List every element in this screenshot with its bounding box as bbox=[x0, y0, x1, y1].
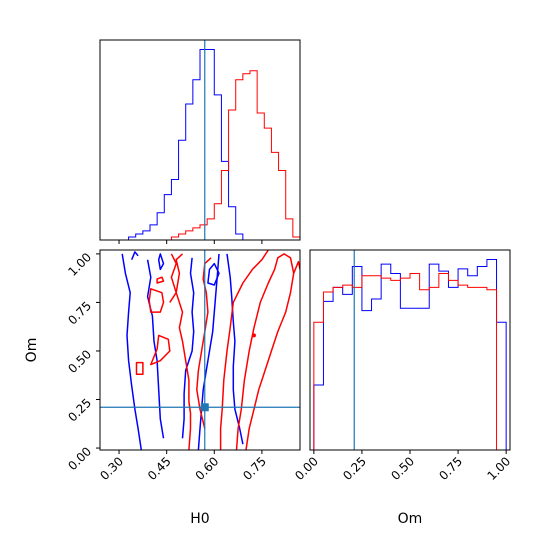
contour-H0-Om-ytick-label: 1.00 bbox=[65, 250, 94, 279]
hist-H0-series-0-steps bbox=[100, 49, 300, 240]
contour-H0-Om-series-1-contour-8 bbox=[156, 276, 165, 284]
contour-H0-Om-series-1-contour-2 bbox=[219, 250, 269, 450]
contour-H0-Om-ytick-label: 0.50 bbox=[65, 347, 94, 376]
contour-H0-Om-series-1-contour-6 bbox=[150, 334, 171, 366]
contour-H0-Om-ylabel: Om bbox=[24, 338, 40, 363]
hist-H0-series-1-steps bbox=[100, 70, 300, 240]
contour-H0-Om-xtick-label: 0.60 bbox=[193, 454, 222, 483]
contour-H0-Om-series-1-point-0 bbox=[251, 333, 256, 338]
contour-H0-Om-series-1-contour-1 bbox=[245, 260, 300, 450]
hist-Om-xtick-label: 0.00 bbox=[292, 454, 321, 483]
contour-H0-Om-frame bbox=[99, 249, 301, 451]
contour-H0-Om-series-0-contour-0 bbox=[121, 253, 143, 450]
contour-H0-Om-xtick-label: 0.45 bbox=[145, 454, 174, 483]
contour-H0-Om-xtick-label: 0.30 bbox=[97, 454, 126, 483]
panel-hist-H0 bbox=[99, 39, 301, 244]
hist-H0-frame bbox=[99, 39, 301, 241]
contour-H0-Om-xtick-label: 0.75 bbox=[240, 454, 269, 483]
hist-Om-xtick-label: 0.25 bbox=[340, 454, 369, 483]
contour-H0-Om-series-0-contour-5 bbox=[157, 253, 165, 271]
contour-H0-Om-series-0-contour-3 bbox=[181, 257, 195, 439]
contour-H0-Om-series-0-contour-6 bbox=[207, 262, 220, 286]
hist-Om-frame bbox=[309, 249, 511, 451]
contour-H0-Om-series-1-contour-9 bbox=[169, 253, 177, 303]
panel-contour-H0-Om: 0.30 0.45 0.60 0.75 0.00 0.25 0.50 0.75 1.00 H0 Om bbox=[24, 249, 301, 527]
contour-H0-Om-ytick-label: 0.00 bbox=[65, 444, 94, 473]
contour-H0-Om-ytick-label: 0.25 bbox=[65, 396, 94, 425]
contour-H0-Om-series-1-contour-0 bbox=[175, 253, 192, 450]
contour-H0-Om-series-0-contour-7 bbox=[131, 251, 139, 260]
contour-H0-Om-series-0-contour-4 bbox=[226, 253, 244, 445]
hist-Om-series-1-steps bbox=[313, 272, 507, 450]
panel-hist-Om: 0.00 0.25 0.50 0.75 1.00 Om bbox=[292, 249, 513, 527]
contour-H0-Om-series-1-contour-7 bbox=[135, 361, 144, 376]
hist-Om-series-0-steps bbox=[313, 259, 507, 450]
hist-Om-xlabel: Om bbox=[398, 511, 423, 527]
contour-H0-Om-series-0-contour-2 bbox=[146, 259, 165, 439]
hist-Om-xtick-label: 0.75 bbox=[436, 454, 465, 483]
contour-H0-Om-series-1-contour-3 bbox=[235, 253, 295, 450]
contour-H0-Om-xlabel: H0 bbox=[190, 511, 209, 527]
contour-H0-Om-ytick-label: 0.75 bbox=[65, 299, 94, 328]
hist-Om-xtick-label: 1.00 bbox=[484, 454, 513, 483]
contour-H0-Om-truth-marker bbox=[200, 403, 209, 412]
contour-H0-Om-series-1-contour-5 bbox=[148, 288, 165, 313]
hist-Om-xtick-label: 0.50 bbox=[388, 454, 417, 483]
